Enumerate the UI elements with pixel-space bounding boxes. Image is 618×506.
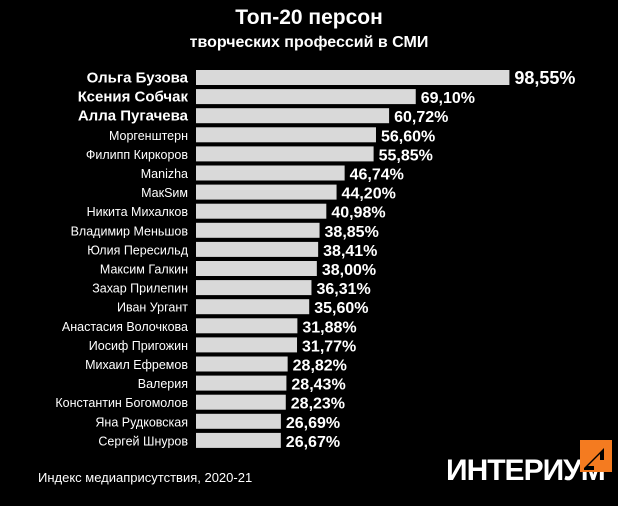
category-label: Ольга Бузова xyxy=(87,70,189,87)
category-label: Иван Ургант xyxy=(117,301,188,315)
chart-subtitle: творческих профессий в СМИ xyxy=(189,34,429,51)
bar xyxy=(196,356,288,372)
value-label: 44,20% xyxy=(342,186,396,203)
category-label: Никита Михалков xyxy=(87,205,189,219)
value-label: 31,77% xyxy=(302,338,356,355)
bar xyxy=(196,127,376,143)
bar-chart: Ольга Бузова 98,55% Ксения Собчак 69,10% Алл… xyxy=(55,68,575,451)
value-label: 26,67% xyxy=(286,434,340,451)
value-label: 31,88% xyxy=(302,319,356,336)
bar xyxy=(196,280,312,296)
category-label: Валерия xyxy=(138,377,188,391)
value-label: 36,31% xyxy=(316,281,370,298)
bar xyxy=(196,184,337,200)
bar xyxy=(196,222,320,238)
chart-title: Топ-20 персон xyxy=(235,6,383,29)
category-label: Manizha xyxy=(141,167,188,181)
value-label: 56,60% xyxy=(381,128,435,145)
category-label: МакSим xyxy=(141,186,188,200)
value-label: 38,41% xyxy=(323,243,377,260)
bar xyxy=(196,432,281,448)
bar xyxy=(196,318,298,334)
value-label: 26,69% xyxy=(286,415,340,432)
value-label: 98,55% xyxy=(514,68,575,88)
value-label: 28,82% xyxy=(293,358,347,375)
bar xyxy=(196,146,374,162)
value-label: 46,74% xyxy=(350,167,404,184)
bar xyxy=(196,70,510,85)
bar xyxy=(196,413,281,429)
bar xyxy=(196,299,310,315)
category-label: Анастасия Волочкова xyxy=(62,320,188,334)
bar xyxy=(196,261,317,276)
logo-arrow-icon xyxy=(580,440,612,472)
bar xyxy=(196,337,298,353)
bar xyxy=(196,165,345,181)
category-label: Ксения Собчак xyxy=(78,89,189,106)
category-label: Алла Пугачева xyxy=(78,108,189,125)
value-label: 38,00% xyxy=(322,262,376,279)
category-label: Владимир Меньшов xyxy=(71,224,189,238)
bar xyxy=(196,108,390,124)
category-label: Максим Галкин xyxy=(100,263,188,277)
bar xyxy=(196,89,416,105)
footnote: Индекс медиаприсутствия, 2020-21 xyxy=(38,470,253,485)
logo-text: ИНТЕРИУМ xyxy=(446,454,606,487)
bar xyxy=(196,394,286,410)
category-label: Константин Богомолов xyxy=(55,396,188,410)
category-label: Захар Прилепин xyxy=(92,282,188,296)
value-label: 60,72% xyxy=(394,109,448,126)
category-label: Юлия Пересильд xyxy=(87,243,188,257)
value-label: 28,23% xyxy=(291,396,345,413)
bar xyxy=(196,375,287,391)
value-label: 40,98% xyxy=(331,205,385,222)
value-label: 69,10% xyxy=(421,90,475,107)
bar xyxy=(196,203,327,219)
category-label: Михаил Ефремов xyxy=(85,358,188,372)
value-label: 55,85% xyxy=(379,147,433,164)
category-label: Филипп Киркоров xyxy=(86,148,188,162)
category-label: Иосиф Пригожин xyxy=(89,339,188,353)
bar xyxy=(196,241,319,257)
value-label: 35,60% xyxy=(314,300,368,317)
value-label: 28,43% xyxy=(291,377,345,394)
category-label: Сергей Шнуров xyxy=(98,434,188,448)
category-label: Моргенштерн xyxy=(109,129,188,143)
category-label: Яна Рудковская xyxy=(95,415,188,429)
value-label: 38,85% xyxy=(325,224,379,241)
